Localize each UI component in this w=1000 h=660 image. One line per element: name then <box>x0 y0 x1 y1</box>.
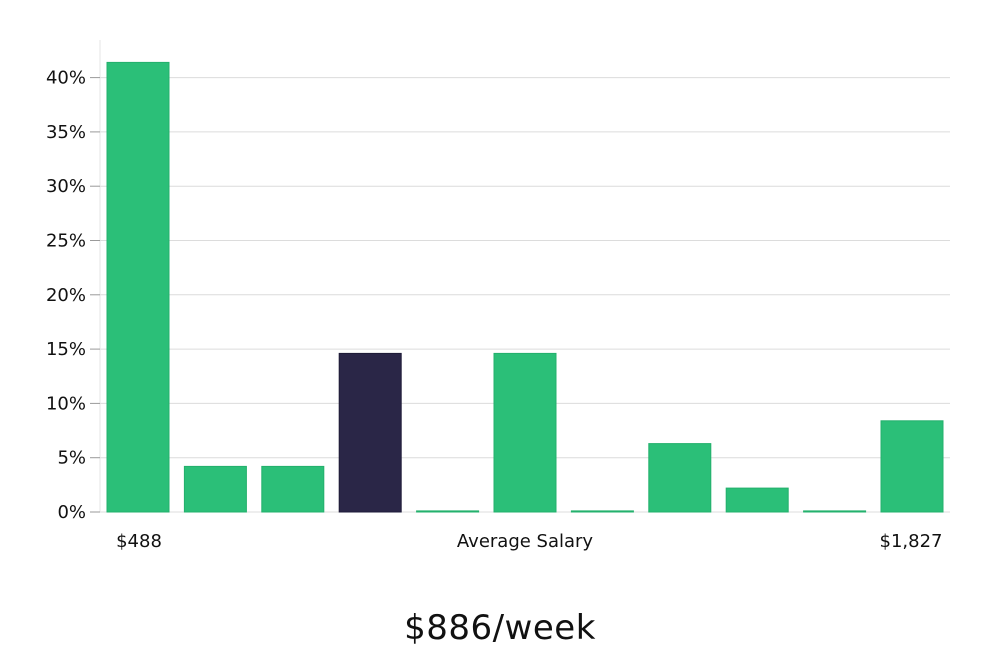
y-tick-label: 35% <box>46 122 86 143</box>
y-tick-label: 10% <box>46 393 86 414</box>
y-tick-label: 30% <box>46 176 86 197</box>
average-salary-value: $886/week <box>404 608 596 648</box>
gridlines <box>100 77 950 513</box>
x-min-label: $488 <box>116 531 162 552</box>
bar <box>106 61 170 513</box>
bar <box>880 420 944 513</box>
x-axis-title: Average Salary <box>457 531 594 552</box>
bar <box>416 510 480 513</box>
y-tick-label: 40% <box>46 68 86 89</box>
y-tick-label: 20% <box>46 285 86 306</box>
y-tick-label: 0% <box>57 502 86 523</box>
y-axis: 0% 5% 10% 15% 20% 25% 30% 35% 40% <box>46 40 101 523</box>
bar <box>725 487 789 513</box>
bar <box>570 510 634 513</box>
bars <box>106 61 944 513</box>
bar <box>183 465 247 513</box>
bar-highlighted <box>338 352 402 513</box>
y-tick-label: 15% <box>46 339 86 360</box>
y-tick-label: 25% <box>46 231 86 252</box>
bar <box>261 465 325 513</box>
y-tick-label: 5% <box>57 448 86 469</box>
x-max-label: $1,827 <box>880 531 943 552</box>
bar <box>803 510 867 513</box>
bar <box>648 443 712 513</box>
salary-distribution-chart: 0% 5% 10% 15% 20% 25% 30% 35% 40% $488 Average S… <box>46 40 950 552</box>
bar <box>493 352 557 513</box>
